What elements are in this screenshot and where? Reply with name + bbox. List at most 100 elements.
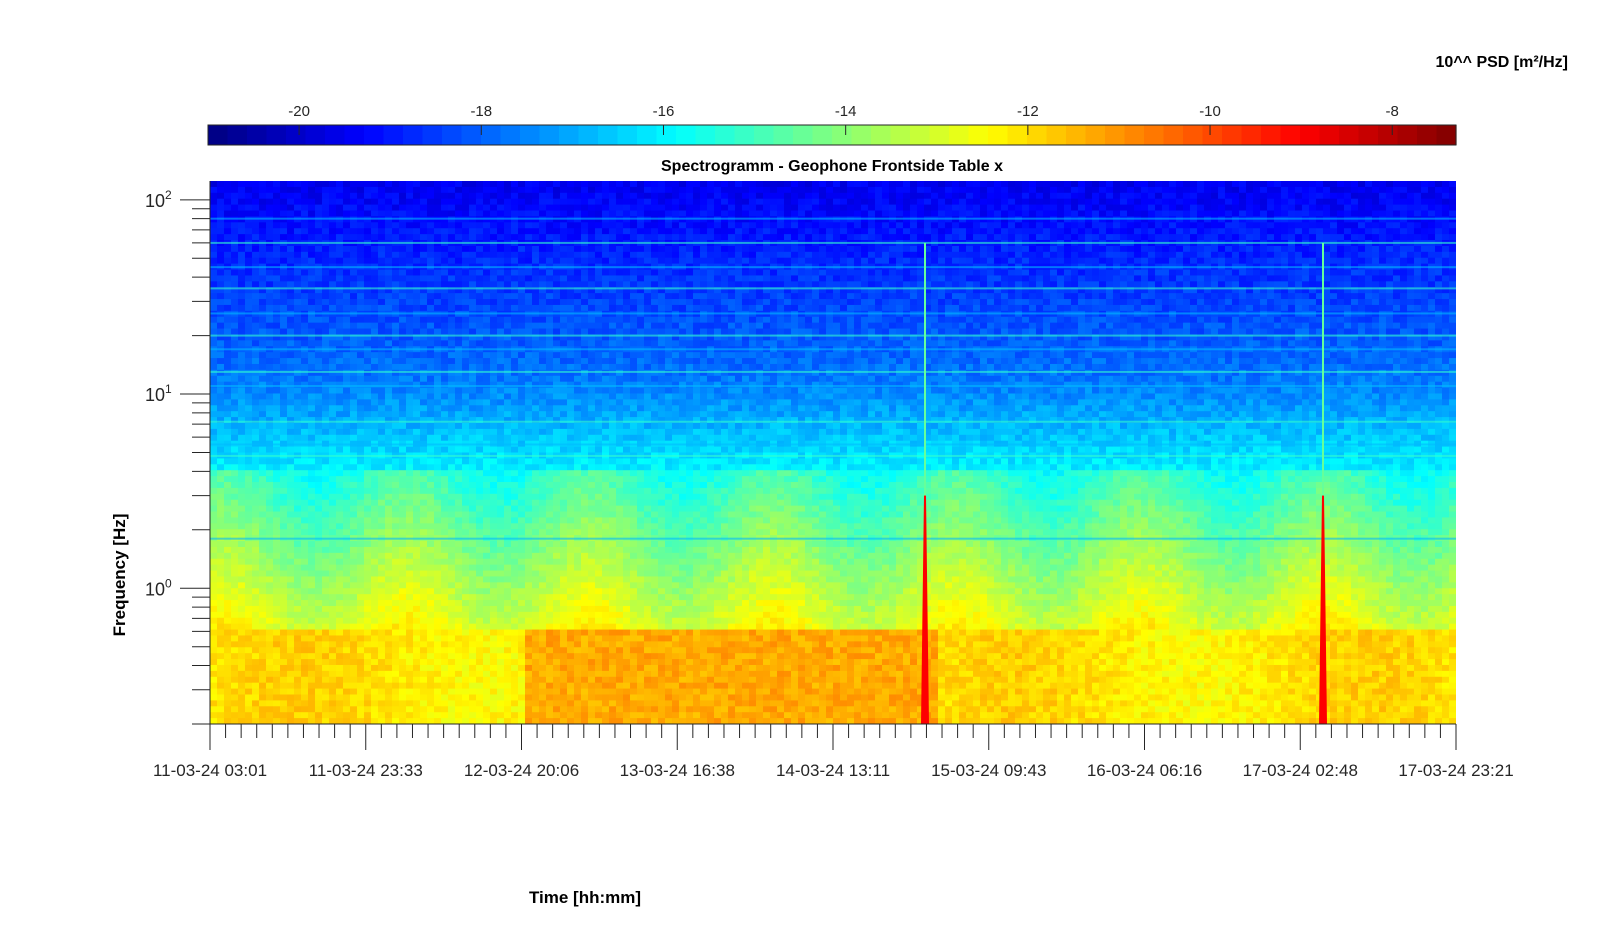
heatmap-cell [266,682,274,690]
heatmap-cell [553,641,561,648]
heatmap-cell [546,358,554,365]
heatmap-cell [455,582,463,589]
heatmap-cell [504,381,512,389]
heatmap-cell [294,369,302,377]
heatmap-cell [231,228,239,235]
heatmap-cell [420,464,428,471]
heatmap-cell [224,192,232,200]
heatmap-cell [315,287,323,294]
heatmap-cell [546,299,554,306]
heatmap-cell [238,228,246,235]
colorbar-cell [520,125,541,145]
heatmap-cell [448,328,456,335]
heatmap-cell [329,558,337,566]
heatmap-cell [532,582,540,589]
colorbar-cell [871,125,892,145]
heatmap-cell [539,523,547,530]
colorbar-cell [929,125,950,145]
heatmap-cell [525,623,533,631]
heatmap-cell [490,623,498,631]
heatmap-cell [483,251,491,259]
heatmap-cell [371,446,379,453]
heatmap-cell [273,381,281,389]
heatmap-cell [217,399,225,406]
heatmap-cell [406,588,414,595]
heatmap-cell [322,186,330,194]
heatmap-cell [462,629,470,636]
heatmap-cell [427,328,435,335]
heatmap-cell [441,482,449,489]
heatmap-cell [301,417,309,424]
heatmap-cell [371,464,379,471]
heatmap-cell [476,257,484,265]
heatmap-cell [399,694,407,701]
heatmap-cell [364,712,372,719]
heatmap-cell [385,641,393,648]
heatmap-cell [448,322,456,330]
heatmap-cell [448,422,456,430]
heatmap-cell [420,411,428,418]
heatmap-cell [364,434,372,442]
heatmap-cell [504,541,512,548]
heatmap-cell [357,647,365,654]
heatmap-cell [483,511,491,518]
heatmap-cell [483,340,491,347]
heatmap-cell [266,316,274,324]
heatmap-cell [266,328,274,335]
heatmap-cell [476,718,484,724]
heatmap-cell [546,222,554,229]
heatmap-cell [532,682,540,690]
heatmap-cell [518,287,526,294]
heatmap-cell [406,387,414,394]
heatmap-cell [490,192,498,200]
heatmap-cell [462,275,470,282]
heatmap-cell [427,493,435,501]
heatmap-cell [280,316,288,324]
heatmap-cell [294,334,302,341]
heatmap-cell [420,588,428,595]
heatmap-cell [371,552,379,560]
heatmap-cell [371,186,379,194]
heatmap-cell [392,381,400,389]
heatmap-cell [350,552,358,560]
heatmap-cell [392,541,400,548]
heatmap-cell [497,570,505,577]
heatmap-cell [224,269,232,276]
heatmap-cell [553,529,561,536]
heatmap-cell [357,181,365,188]
colorbar-cell [598,125,619,145]
heatmap-cell [238,505,246,513]
heatmap-cell [210,304,218,312]
heatmap-cell [336,523,344,530]
heatmap-cell [364,564,372,572]
heatmap-cell [280,198,288,206]
heatmap-cell [525,251,533,259]
heatmap-cell [350,617,358,625]
heatmap-cell [238,340,246,347]
heatmap-cell [392,505,400,513]
heatmap-cell [525,245,533,253]
heatmap-cell [224,476,232,483]
heatmap-cell [420,487,428,495]
heatmap-cell [511,600,519,607]
heatmap-cell [420,694,428,701]
heatmap-cell [308,541,316,548]
heatmap-cell [483,706,491,713]
heatmap-cell [511,222,519,229]
heatmap-cell [511,470,519,477]
heatmap-cell [315,688,323,695]
heatmap-cell [413,670,421,678]
heatmap-cell [406,493,414,501]
heatmap-cell [532,688,540,695]
heatmap-cell [350,629,358,636]
heatmap-cell [546,588,554,595]
colorbar-cell [715,125,736,145]
heatmap-cell [427,517,435,524]
heatmap-cell [301,582,309,589]
heatmap-cell [266,670,274,678]
heatmap-cell [231,234,239,241]
heatmap-cell [287,688,295,695]
heatmap-cell [301,393,309,400]
heatmap-cell [287,541,295,548]
heatmap-cell [266,635,274,642]
